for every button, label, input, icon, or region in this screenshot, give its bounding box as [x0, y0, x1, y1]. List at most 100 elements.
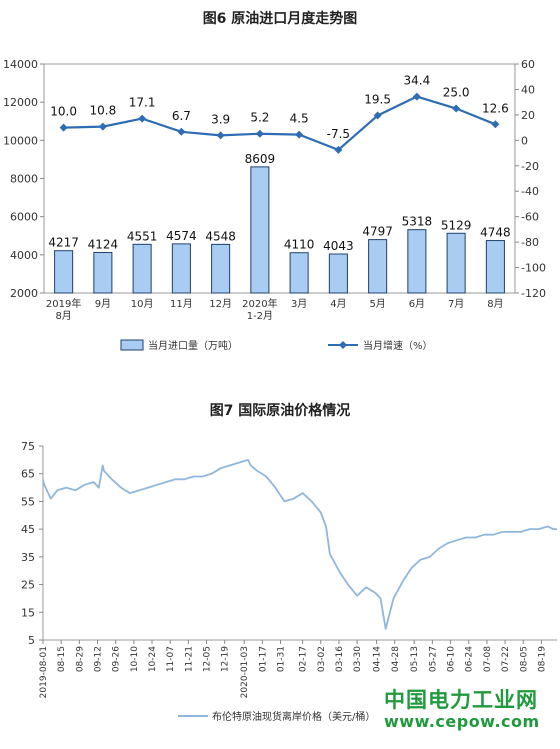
chart1-left-tick-label: 14000: [3, 58, 38, 71]
chart2-x-tick-label: 2019-08-01: [39, 646, 49, 698]
watermark-url: www.cepow.com: [384, 712, 540, 731]
chart2-x-tick-label: 11-07: [166, 646, 176, 672]
growth-rate-marker: [138, 114, 147, 123]
chart1-category-label: 6月: [409, 298, 425, 310]
chart2-x-tick-label: 03-16: [335, 646, 345, 672]
chart1-category-label: 7月: [448, 298, 464, 310]
chart2-x-tick-label: 01-17: [258, 646, 268, 672]
chart2-x-tick-label: 05-13: [410, 646, 420, 672]
growth-rate-line: [63, 95, 496, 152]
chart1-category-label: 10月: [131, 298, 154, 310]
import-volume-bar: [485, 240, 505, 294]
growth-rate-marker: [412, 92, 421, 101]
growth-rate-label: 10.0: [50, 105, 77, 119]
import-volume-label: 4548: [205, 229, 236, 243]
brent-price-line: [42, 458, 557, 630]
import-volume-label: 5129: [441, 218, 472, 232]
growth-rate-label: 3.9: [211, 112, 230, 126]
chart2-x-tick-label: 10-10: [130, 646, 140, 672]
import-volume-label: 4217: [48, 236, 79, 250]
chart1-right-tick-label: -60: [521, 211, 539, 224]
growth-rate-marker: [59, 123, 68, 132]
chart2-x-tick-label: 08-29: [75, 646, 85, 672]
chart2-x-tick-label: 02-17: [299, 646, 309, 672]
growth-rate-marker: [491, 120, 500, 129]
chart2-x-tick-label: 07-08: [483, 646, 493, 672]
chart2-title: 图7 国际原油价格情况: [209, 403, 351, 419]
chart1-right-tick-label: -100: [521, 262, 546, 275]
chart1-right-tick-label: 40: [521, 83, 535, 96]
chart1-category-label: 3月: [291, 298, 307, 310]
chart1-left-tick-label: 2000: [10, 287, 38, 300]
growth-rate-marker: [334, 145, 343, 154]
import-volume-bar: [368, 239, 388, 294]
legend-line-label: 当月增速（%）: [363, 339, 433, 352]
growth-rate-label: 12.6: [482, 101, 509, 115]
import-volume-bar: [54, 250, 74, 294]
chart1-category-label: 12月: [209, 298, 232, 310]
chart1-right-tick-label: -120: [521, 287, 546, 300]
import-volume-label: 4797: [362, 225, 393, 239]
import-volume-label: 4124: [88, 237, 119, 251]
chart2-x-tick-label: 04-28: [391, 646, 401, 672]
chart2-y-tick-label: 35: [21, 551, 35, 564]
import-volume-bar: [132, 243, 152, 294]
chart2-x-tick-label: 08-05: [519, 646, 529, 672]
legend-bar-swatch: [120, 339, 144, 351]
chart2-y-tick-label: 75: [21, 440, 35, 453]
chart2-y-tick-label: 65: [21, 468, 35, 481]
growth-rate-label: 17.1: [129, 96, 156, 110]
chart1-left-tick-label: 4000: [10, 249, 38, 262]
growth-rate-marker: [295, 130, 304, 139]
import-volume-bar: [171, 243, 191, 294]
legend-line-marker: [339, 341, 347, 349]
legend-price-label: 布伦特原油现货离岸价格（美元/桶）: [212, 710, 375, 723]
chart2-x-tick-label: 06-24: [465, 646, 475, 672]
import-volume-bar: [93, 251, 113, 294]
chart2-x-tick-label: 08-15: [57, 646, 67, 672]
chart1-category-label: 9月: [95, 298, 111, 310]
chart2-x-tick-label: 2020-01-03: [240, 646, 250, 698]
chart1-right-tick-label: 60: [521, 58, 535, 71]
import-volume-label: 4551: [127, 229, 158, 243]
growth-rate-marker: [373, 111, 382, 120]
import-volume-bar: [289, 252, 309, 294]
chart2-x-tick-label: 03-02: [317, 646, 327, 672]
chart1-right-tick-label: 0: [521, 134, 528, 147]
import-volume-bar: [211, 243, 231, 294]
chart1-title: 图6 原油进口月度走势图: [202, 11, 358, 27]
chart1-right-tick-label: -80: [521, 236, 539, 249]
import-volume-label: 8609: [245, 152, 276, 166]
chart2-x-tick-label: 12-19: [221, 646, 231, 672]
crude-import-chart: 2000 4000 6000 8000 10000 12000 14000 -120 -100 -…: [3, 58, 546, 352]
import-volume-label: 4574: [166, 229, 197, 243]
import-volume-bar: [250, 166, 270, 294]
growth-rate-label: -7.5: [327, 127, 350, 141]
growth-rate-label: 25.0: [443, 86, 470, 100]
chart2-x-tick-label: 07-22: [501, 646, 511, 672]
growth-rate-marker: [177, 127, 186, 136]
growth-rate-label: 34.4: [404, 74, 431, 88]
chart1-left-tick-label: 10000: [3, 134, 38, 147]
chart1-category-label: 11月: [170, 298, 193, 310]
chart1-category-label: 5月: [369, 298, 385, 310]
import-volume-bar: [407, 229, 427, 294]
growth-rate-label: 6.7: [172, 109, 191, 123]
growth-rate-marker: [216, 131, 225, 140]
growth-rate-marker: [452, 104, 461, 113]
chart2-x-tick-label: 05-27: [428, 646, 438, 672]
chart1-category-label: 1-2月: [247, 310, 273, 322]
growth-rate-marker: [255, 129, 264, 138]
chart1-left-tick-label: 8000: [10, 173, 38, 186]
growth-rate-marker: [98, 122, 107, 131]
chart2-x-tick-label: 09-26: [112, 646, 122, 672]
chart2-y-tick-label: 15: [21, 606, 35, 619]
chart2-y-tick-label: 45: [21, 523, 35, 536]
growth-rate-label: 19.5: [364, 93, 391, 107]
legend-bar-label: 当月进口量（万吨）: [148, 339, 238, 352]
chart1-category-label: 2020年: [242, 297, 277, 310]
chart1-left-tick-label: 6000: [10, 211, 38, 224]
chart2-x-tick-label: 06-10: [447, 646, 457, 672]
watermark-name: 中国电力工业网: [384, 688, 538, 712]
chart1-category-label: 2019年: [46, 297, 81, 310]
